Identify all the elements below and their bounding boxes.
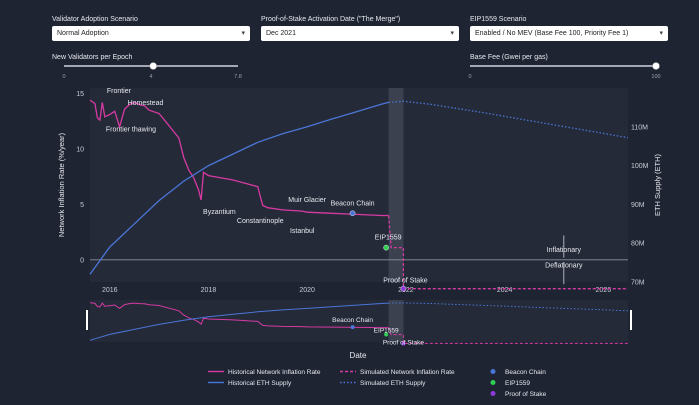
legend-label[interactable]: Historical ETH Supply [228, 380, 292, 387]
annotation-label: Proof of Stake [383, 278, 427, 285]
validators-label: New Validators per Epoch [52, 54, 133, 61]
sliders-layer: 0 4 7.8 0 100 [62, 62, 661, 80]
x-axis-title: Date [350, 351, 367, 360]
mini-series-line-0 [89, 302, 389, 329]
legend-label[interactable]: Beacon Chain [505, 369, 546, 376]
x-tick-label: 2026 [596, 287, 612, 294]
basefee-slider-tick: 100 [651, 74, 660, 80]
mini-annotation-label: EIP1559 [374, 328, 399, 335]
marker-beacon-chain [349, 210, 356, 217]
mini-annotation-label: Proof of Stake [383, 339, 425, 346]
annotation-label: Frontier thawing [106, 126, 156, 133]
chevron-down-icon: ▾ [659, 30, 663, 37]
legend-label[interactable]: Simulated ETH Supply [360, 380, 426, 387]
legend-label[interactable]: EIP1559 [505, 380, 530, 387]
y-axis-title: Network Inflation Rate (%/year) [57, 132, 66, 237]
legend-label[interactable]: Proof of Stake [505, 391, 547, 398]
basefee-label: Base Fee (Gwei per gas) [470, 54, 548, 61]
range-handle-right[interactable] [630, 310, 632, 330]
eip-value: Enabled / No MEV (Base Fee 100, Priority… [475, 30, 629, 37]
chevron-down-icon: ▾ [450, 30, 454, 37]
annotation-label: Muir Glacier [288, 197, 326, 204]
mini-series-line-1 [388, 327, 628, 344]
annotation-label: Byzantium [203, 209, 236, 216]
basefee-slider-tick: 0 [468, 74, 471, 80]
x-tick-label: 2018 [201, 287, 217, 294]
x-tick-label: 2024 [497, 287, 513, 294]
series-line-2 [89, 101, 389, 275]
x-tick-label: 2022 [398, 287, 414, 294]
basefee-slider-handle[interactable] [652, 62, 660, 70]
mini-marker [401, 341, 406, 346]
validators-slider-handle[interactable] [149, 62, 157, 70]
y2-axis-title: ETH Supply (ETH) [653, 153, 662, 216]
series-line-3 [388, 100, 629, 139]
annotation-label: Constantinople [237, 218, 284, 225]
validators-slider-tick: 0 [62, 74, 65, 80]
scenario-dropdown[interactable]: Normal Adoption ▾ [52, 26, 250, 41]
y2-tick-label: 90M [631, 202, 645, 209]
mini-series-line-2 [89, 302, 389, 341]
mini-series-line-3 [388, 302, 629, 312]
mini-marker [350, 325, 355, 330]
pos-dropdown[interactable]: Dec 2021 ▾ [261, 26, 459, 41]
validators-slider-tick: 7.8 [234, 74, 242, 80]
legend-marker [490, 391, 496, 396]
annotation-label: EIP1559 [375, 235, 402, 242]
merge-highlight-band [388, 88, 404, 282]
annotation-label: Frontier [107, 88, 132, 95]
pos-label: Proof-of-Stake Activation Date ("The Mer… [261, 16, 401, 23]
pos-value: Dec 2021 [266, 30, 296, 37]
marker-proof-of-stake [400, 285, 407, 292]
series-line-0 [89, 99, 389, 217]
mini-annotation-label: Beacon Chain [332, 317, 373, 324]
legend-marker [490, 369, 496, 374]
y2-tick-label: 80M [631, 241, 645, 248]
eip-dropdown[interactable]: Enabled / No MEV (Base Fee 100, Priority… [470, 26, 668, 41]
x-tick-label: 2016 [102, 287, 118, 294]
y-tick-label: 15 [76, 91, 84, 98]
chevron-down-icon: ▾ [241, 30, 245, 37]
annotation-label: Homestead [128, 100, 164, 107]
legend-label[interactable]: Simulated Network Inflation Rate [360, 369, 455, 376]
range-handle-left[interactable] [86, 310, 88, 330]
validators-slider-tick: 4 [149, 74, 152, 80]
range-highlight-band [388, 300, 404, 342]
y-tick-label: 5 [80, 202, 84, 209]
scenario-label: Validator Adoption Scenario [52, 16, 138, 23]
y-tick-label: 0 [80, 257, 84, 264]
eip-label: EIP1559 Scenario [470, 16, 527, 23]
annotation-label: Istanbul [290, 228, 315, 235]
marker-eip1559 [383, 244, 389, 251]
series-line-1 [387, 215, 628, 290]
scenario-value: Normal Adoption [57, 30, 109, 37]
annotation-label: Beacon Chain [331, 200, 375, 207]
y-tick-label: 10 [76, 146, 84, 153]
legend-label[interactable]: Historical Network Inflation Rate [228, 369, 321, 376]
legend-marker [490, 380, 496, 385]
y2-tick-label: 100M [631, 163, 649, 170]
x-tick-label: 2020 [299, 287, 315, 294]
y2-tick-label: 110M [631, 124, 648, 131]
y2-tick-label: 70M [631, 280, 645, 287]
mini-marker [384, 332, 389, 337]
